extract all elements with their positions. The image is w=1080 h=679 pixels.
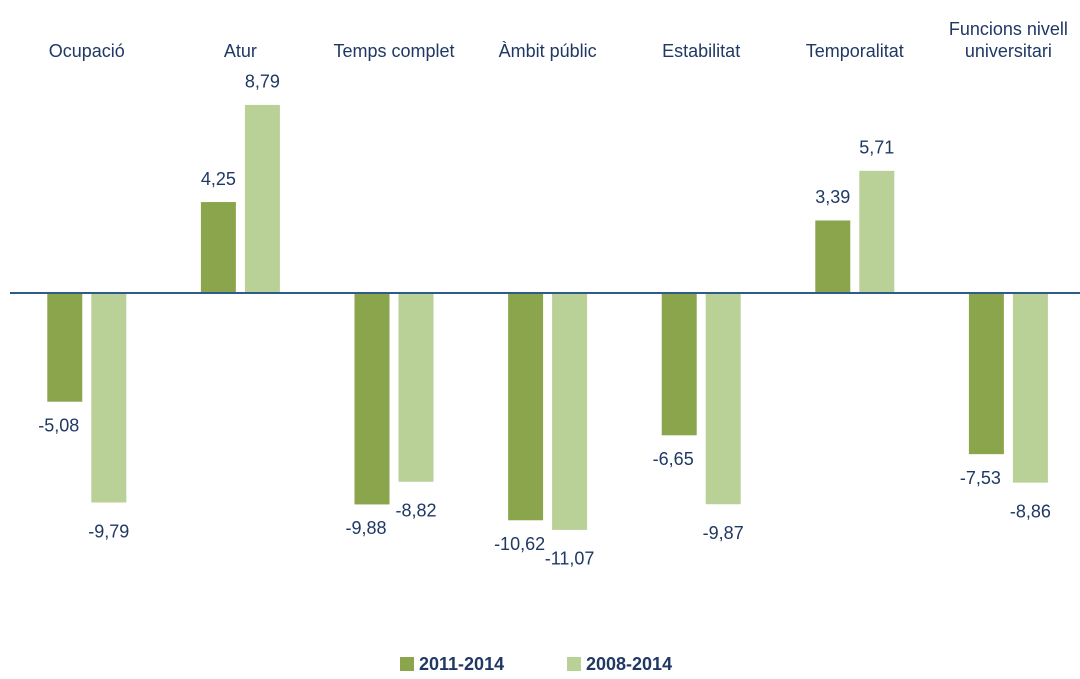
category-label: Funcions nivell universitari xyxy=(948,19,1068,61)
category-label: Àmbit públic xyxy=(498,41,597,61)
bar xyxy=(815,220,851,293)
value-label: -10,62 xyxy=(494,534,545,554)
bar xyxy=(91,293,127,503)
value-label: -8,82 xyxy=(395,500,436,520)
value-label: -9,87 xyxy=(703,523,744,543)
legend-swatch xyxy=(567,657,581,671)
bar xyxy=(200,202,236,293)
legend-label: 2011-2014 xyxy=(419,654,504,674)
bar xyxy=(968,293,1004,455)
category-label: Temps complet xyxy=(333,41,455,61)
value-label: -11,07 xyxy=(545,549,595,569)
value-label: 5,71 xyxy=(859,138,894,158)
category-label: Atur xyxy=(223,41,257,61)
value-label: -7,53 xyxy=(960,468,1001,488)
legend-swatch xyxy=(400,657,414,671)
bar xyxy=(661,293,697,436)
bar xyxy=(47,293,83,402)
bar xyxy=(244,104,280,293)
value-label: -9,79 xyxy=(88,521,129,541)
value-label: -9,88 xyxy=(345,518,386,538)
category-label: Temporalitat xyxy=(805,41,904,61)
value-label: -5,08 xyxy=(38,415,79,435)
bar xyxy=(1012,293,1048,483)
value-label: 8,79 xyxy=(245,72,280,92)
value-label: 3,39 xyxy=(815,187,850,207)
value-label: -6,65 xyxy=(653,449,694,469)
value-label: 4,25 xyxy=(201,169,236,189)
bar xyxy=(552,293,588,530)
bar xyxy=(508,293,544,521)
bar xyxy=(398,293,434,482)
category-label: Estabilitat xyxy=(662,41,741,61)
bar xyxy=(859,170,895,293)
bar xyxy=(354,293,390,505)
bar xyxy=(705,293,741,505)
value-label: -8,86 xyxy=(1010,501,1051,521)
legend-label: 2008-2014 xyxy=(586,654,672,674)
category-label: Ocupació xyxy=(48,41,125,61)
